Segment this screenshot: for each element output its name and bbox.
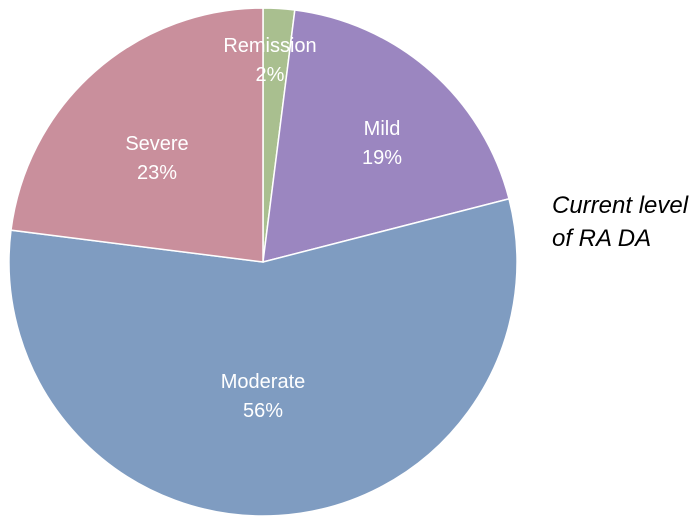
- slice-label-severe: Severe: [125, 133, 188, 155]
- pie-slices: [8, 7, 518, 517]
- slice-label-mild: Mild: [364, 118, 401, 140]
- pie-slice-severe: [10, 7, 264, 263]
- chart-title-line-2: of RA DA: [552, 225, 652, 252]
- chart-title-line-1: Current level: [552, 192, 689, 219]
- slice-value-remission: 2%: [256, 64, 285, 86]
- chart-title: Current level of RA DA: [552, 189, 697, 255]
- slice-value-severe: 23%: [137, 162, 177, 184]
- pie-slice-mild: [262, 9, 510, 264]
- slice-value-mild: 19%: [362, 147, 402, 169]
- pie-labels: Remission 2% Mild 19% Moderate 56% Severe 23%: [125, 35, 402, 422]
- slice-label-remission: Remission: [223, 35, 316, 57]
- slice-value-moderate: 56%: [243, 400, 283, 422]
- pie-slice-moderate: [8, 197, 518, 517]
- slice-label-moderate: Moderate: [221, 371, 306, 393]
